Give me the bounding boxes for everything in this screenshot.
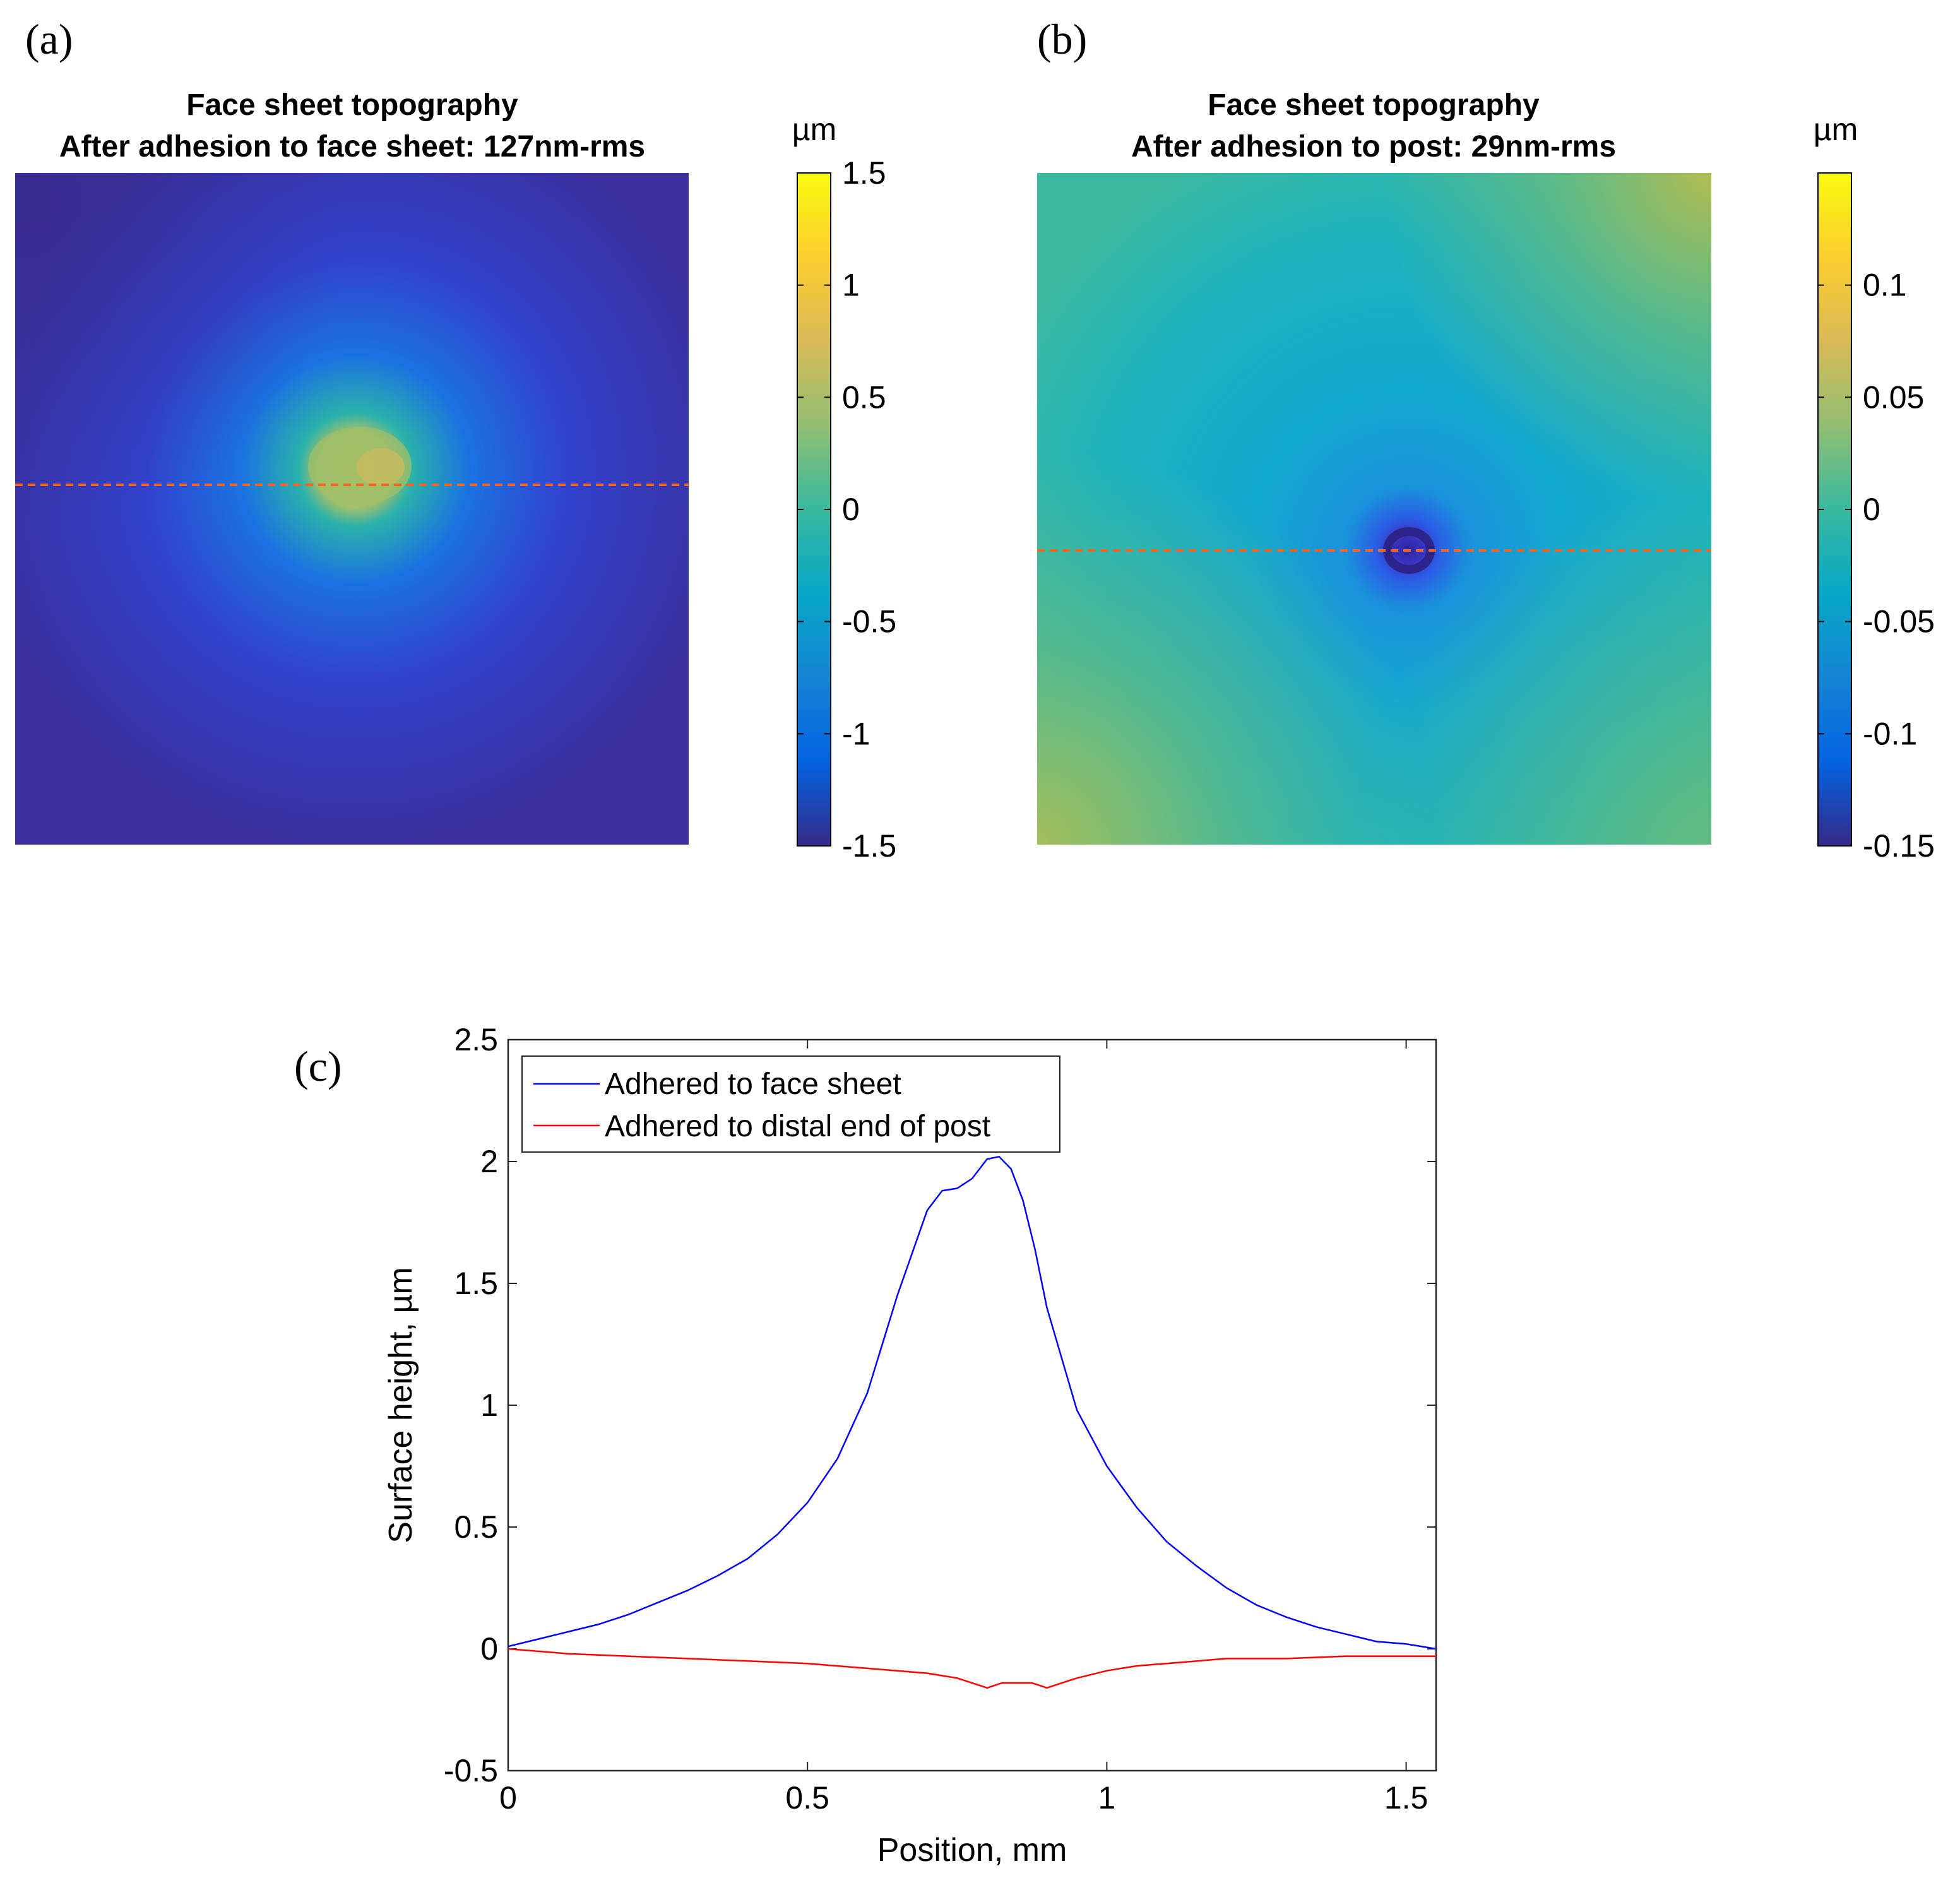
colorbar-a-unit: µm	[792, 112, 836, 147]
colorbar-a-ticks: 1.5 1 0.5 0 -0.5 -1 -1.5	[797, 155, 896, 864]
colorbar-tick-label: 0.05	[1863, 379, 1924, 415]
panel-a-title-line2: After adhesion to face sheet: 127nm-rms	[59, 130, 645, 163]
panel-a: (a) Face sheet topography After adhesion…	[15, 15, 896, 864]
colorbar-b-ticks: 0.1 0.05 0 -0.05 -0.1 -0.15	[1818, 268, 1935, 864]
x-tick-label: 0.5	[785, 1780, 829, 1816]
colorbar-tick-label: 0	[1863, 492, 1880, 527]
heatmap-b-shading-br	[1037, 173, 1711, 845]
colorbar-tick-label: 1	[842, 268, 860, 303]
colorbar-tick-label: 0	[842, 492, 860, 527]
heatmap-a-shading	[15, 173, 689, 845]
colorbar-b-unit: µm	[1814, 112, 1858, 147]
y-tick-label: 1	[480, 1388, 498, 1423]
colorbar-tick-label: 1.5	[842, 155, 886, 191]
panel-b-title-line1: Face sheet topography	[1208, 88, 1540, 122]
colorbar-tick-label: 0.5	[842, 379, 886, 415]
panel-b: (b) Face sheet topography After adhesion…	[1037, 15, 1935, 864]
colorbar-tick-label: -1	[842, 716, 870, 751]
series-adhered-to-distal-end-of-post-line	[508, 1648, 1436, 1689]
x-tick-label: 1	[1098, 1780, 1115, 1816]
legend-label-face-sheet: Adhered to face sheet	[605, 1067, 901, 1101]
y-tick-label: 2.5	[454, 1022, 498, 1057]
panel-a-title-line1: Face sheet topography	[186, 88, 518, 122]
panel-c-label: (c)	[294, 1042, 342, 1090]
heatmap-a	[15, 173, 689, 845]
panel-c: (c) 0 0.5 1 1.5-0.500.511.522.5 Position, m…	[294, 1022, 1437, 1869]
y-tick-label: 0.5	[454, 1509, 498, 1545]
plot-c-xlabel: Position, mm	[877, 1832, 1067, 1869]
x-tick-label: 0	[499, 1780, 517, 1816]
y-tick-label: 2	[480, 1144, 498, 1179]
panel-a-label: (a)	[25, 15, 73, 63]
heatmap-b	[1037, 173, 1711, 845]
panel-b-title-line2: After adhesion to post: 29nm-rms	[1131, 130, 1616, 163]
colorbar-tick-label: -0.15	[1863, 828, 1935, 864]
y-tick-label: -0.5	[444, 1753, 498, 1788]
plot-c-ylabel: Surface height, µm	[383, 1267, 419, 1543]
colorbar-tick-label: -0.05	[1863, 604, 1935, 639]
plot-c-lines	[508, 1155, 1436, 1689]
colorbar-tick-label: -1.5	[842, 828, 896, 864]
colorbar-tick-label: 0.1	[1863, 268, 1907, 303]
y-tick-label: 1.5	[454, 1266, 498, 1301]
series-adhered-to-face-sheet-line	[508, 1155, 1436, 1650]
colorbar-tick-label: -0.1	[1863, 716, 1917, 751]
colorbar-b: µm 0.1 0.05 0 -0.05 -0.1 -0.15	[1814, 112, 1935, 864]
plot-c-legend: Adhered to face sheet Adhered to distal …	[521, 1055, 1060, 1153]
legend-box	[521, 1055, 1060, 1153]
heatmap-a-peak	[357, 448, 405, 486]
panel-b-label: (b)	[1037, 15, 1087, 63]
y-tick-label: 0	[480, 1631, 498, 1667]
x-tick-label: 1.5	[1384, 1780, 1428, 1816]
legend-label-post: Adhered to distal end of post	[605, 1110, 990, 1143]
plot-c-ticks: 0 0.5 1 1.5-0.500.511.522.5	[444, 1022, 1436, 1816]
colorbar-tick-label: -0.5	[842, 604, 896, 639]
colorbar-a: µm 1.5 1 0.5 0 -0.5 -1 -1.5	[792, 112, 896, 864]
plot-c-axes-box	[507, 1038, 1437, 1772]
